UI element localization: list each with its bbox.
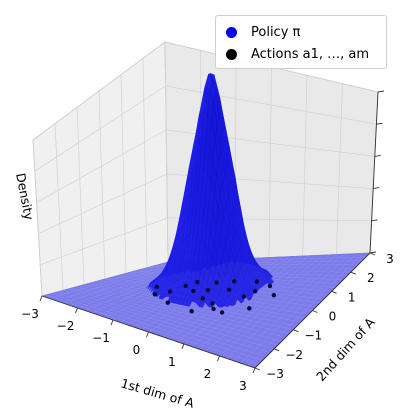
gridline-right-vertical [268,66,272,258]
x-tick-mark [217,355,220,362]
x-tick-mark [146,331,149,338]
gridline-left-vertical [164,41,169,263]
x-tick-label: 0 [133,343,141,357]
action-point [267,283,273,289]
action-point [241,294,247,299]
action-point [200,296,205,301]
y-tick-mark [293,329,299,333]
gridline-right-horizontal [165,85,377,125]
gridline-left-horizontal [32,41,166,141]
action-point [211,306,216,312]
floor-mesh-line [247,253,364,366]
action-point [253,289,258,294]
x-axis-label: 1st dim of A [119,375,196,410]
action-point [226,287,232,292]
action-point [167,289,173,294]
floor-mesh-line [233,253,350,361]
action-point [214,280,219,285]
action-point [271,292,277,298]
x-tick-label: 2 [204,367,212,381]
x-tick-label: −2 [57,319,75,333]
y-tick-label: 0 [329,310,337,324]
y-tick-label: 3 [386,252,394,266]
surface-patch [245,293,252,301]
z-tick-mark [377,90,385,93]
z-tick-mark [371,219,378,222]
action-points [152,279,277,315]
gridline-left-vertical [98,90,106,280]
y-axis-label: 2nd dim of A [313,314,378,384]
z-axis-label: Density [13,172,37,222]
y-tick-mark [273,348,280,352]
gridline-left-vertical [32,139,43,297]
x-tick-label: 1 [168,355,176,369]
action-point [183,283,188,289]
x-tick-mark [181,343,185,350]
gridline-left-horizontal [40,217,168,266]
action-point [219,310,225,315]
z-tick-mark [374,154,381,157]
x-tick-mark [39,295,43,302]
z-axis-line [369,91,379,254]
action-point [189,309,194,314]
action-point [247,306,252,311]
action-point [191,288,196,294]
gridline-left-vertical [120,74,127,274]
x-tick-label: 3 [239,379,247,393]
z-tick-mark [369,251,377,254]
x-tick-mark [110,319,114,326]
floor-mesh-line [226,254,344,359]
action-point [232,279,237,284]
action-point [205,287,211,293]
gridline-left-horizontal [34,85,166,172]
y-tick-label: −2 [285,348,303,362]
gridline-left-vertical [54,123,64,291]
legend-entry-policy: Policy π [216,22,300,42]
action-point [195,279,200,285]
legend-label-policy: Policy π [251,24,301,40]
z-tick-mark [373,187,380,190]
action-point [254,279,260,284]
y-tick-label: 2 [367,271,375,285]
x-tick-label: −1 [92,331,110,345]
action-point [154,284,160,290]
legend: Policy π Actions a1, …, am [215,15,387,69]
x-tick-mark [75,307,78,314]
y-tick-label: 1 [348,290,356,304]
legend-marker-actions [226,48,237,60]
gridline-left-vertical [76,107,85,285]
gridline-right-vertical [302,75,308,257]
y-tick-mark [369,252,376,256]
action-point [210,301,215,306]
action-point [152,292,158,297]
action-point [165,300,170,305]
axes-gridlines [32,41,379,297]
legend-label-actions: Actions a1, …, am [251,46,370,62]
surface-patch [237,296,244,304]
y-tick-mark [254,367,261,371]
x-tick-labels: −3 −2 −1 0 1 2 3 [21,295,256,393]
surface-patch [185,300,192,307]
surface-patch [229,299,236,307]
legend-marker-policy [226,26,237,38]
legend-entry-actions: Actions a1, …, am [216,44,369,64]
y-tick-mark [331,290,337,294]
gridline-right-vertical [335,83,343,255]
y-tick-label: −1 [304,329,322,343]
y-tick-mark [350,271,357,275]
z-tick-mark [376,122,383,125]
x-tick-mark [252,367,256,374]
gridline-left-vertical [142,58,148,268]
y-tick-mark [312,310,318,313]
x-tick-label: −3 [21,307,39,321]
y-tick-label: −3 [266,367,284,381]
back-left-pane [32,41,169,297]
floor-mesh-line [240,253,357,364]
gridline-left-horizontal [38,173,167,234]
gridline-left-horizontal [36,129,167,203]
